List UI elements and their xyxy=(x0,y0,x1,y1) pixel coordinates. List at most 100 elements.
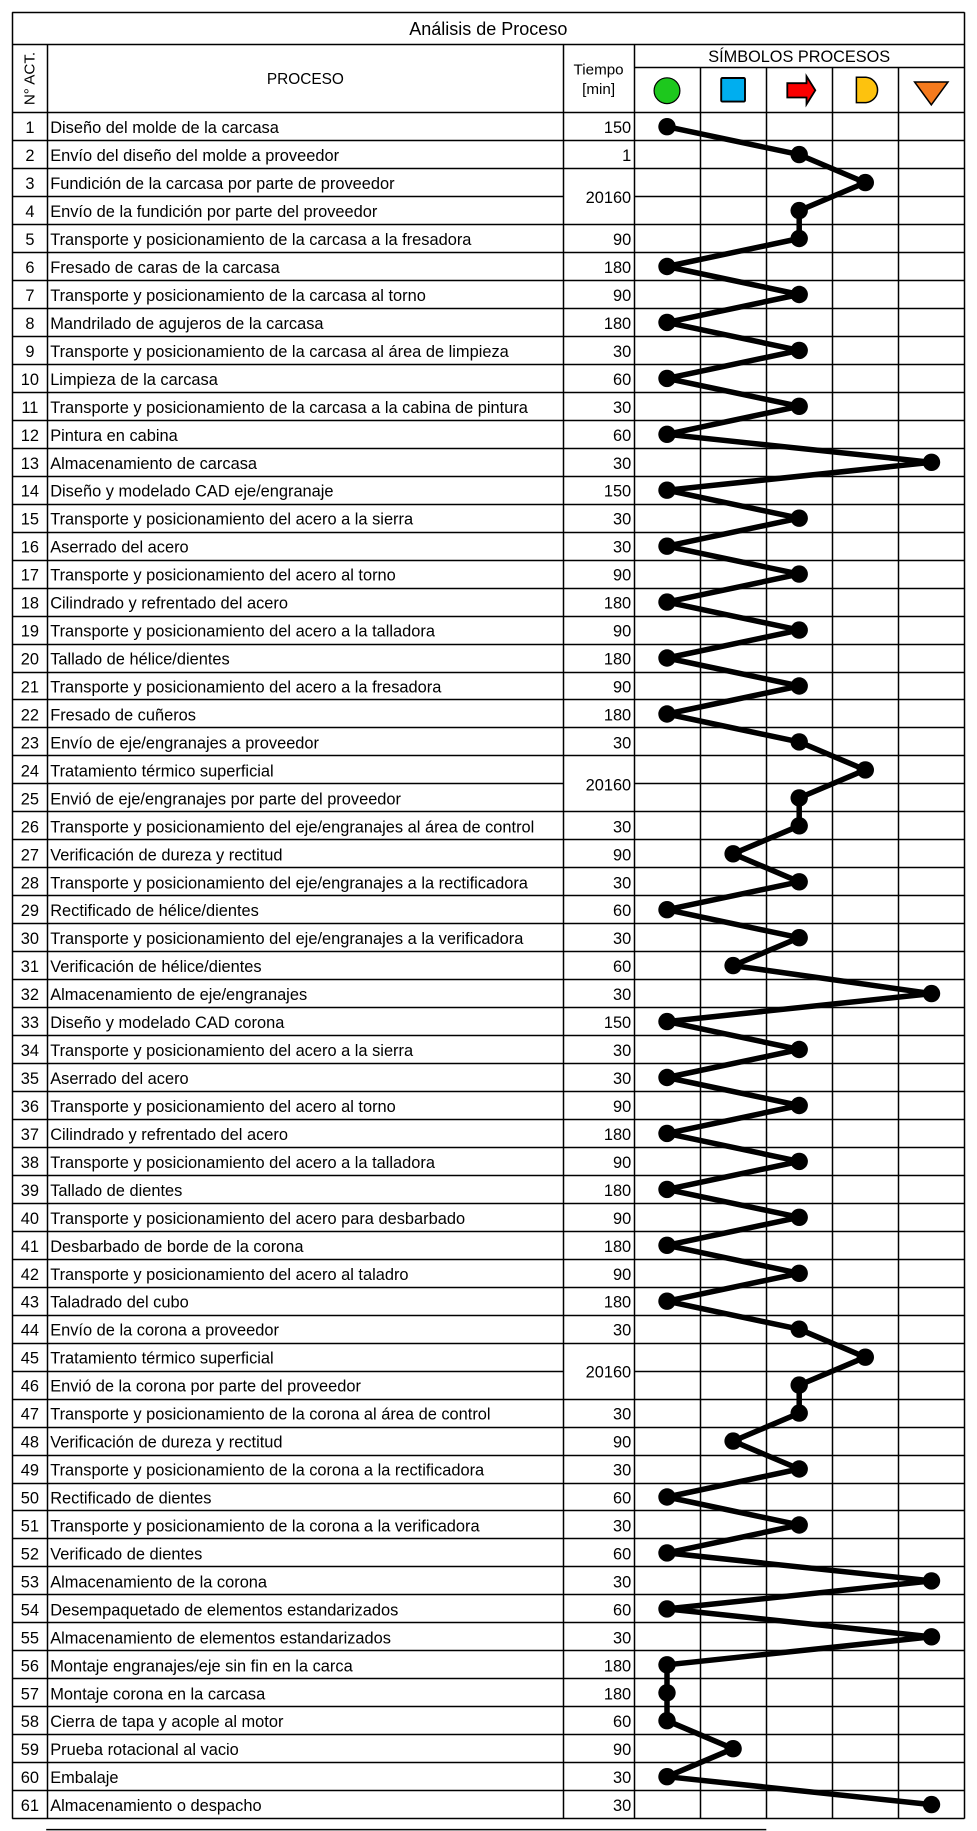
svg-text:Diseño y modelado CAD corona: Diseño y modelado CAD corona xyxy=(50,1014,285,1032)
svg-text:Análisis de Proceso: Análisis de Proceso xyxy=(409,19,567,39)
svg-text:Aserrado del acero: Aserrado del acero xyxy=(50,539,189,557)
svg-text:27: 27 xyxy=(21,846,39,864)
svg-text:12: 12 xyxy=(21,427,39,445)
svg-text:13: 13 xyxy=(21,455,39,473)
svg-text:10: 10 xyxy=(21,371,39,389)
svg-text:Tallado de dientes: Tallado de dientes xyxy=(50,1182,182,1200)
svg-text:Transporte y posicionamiento d: Transporte y posicionamiento del acero a… xyxy=(50,679,442,697)
svg-text:53: 53 xyxy=(21,1573,39,1591)
svg-text:Envío de eje/engranajes a prov: Envío de eje/engranajes a proveedor xyxy=(50,734,319,752)
svg-text:Transporte y posicionamiento d: Transporte y posicionamiento de la coron… xyxy=(50,1406,490,1424)
svg-text:37: 37 xyxy=(21,1126,39,1144)
svg-text:90: 90 xyxy=(613,1434,631,1452)
svg-text:58: 58 xyxy=(21,1713,39,1731)
svg-text:Verificación de dureza y recti: Verificación de dureza y rectitud xyxy=(50,846,282,864)
svg-text:23: 23 xyxy=(21,734,39,752)
svg-text:Cilindrado y refrentado del ac: Cilindrado y refrentado del acero xyxy=(50,1126,288,1144)
svg-text:Transporte y posicionamiento d: Transporte y posicionamiento de la coron… xyxy=(50,1518,480,1536)
svg-text:32: 32 xyxy=(21,986,39,1004)
svg-text:22: 22 xyxy=(21,707,39,725)
svg-text:15: 15 xyxy=(21,511,39,529)
svg-text:Transporte y posicionamiento d: Transporte y posicionamiento del acero a… xyxy=(50,511,414,529)
svg-text:30: 30 xyxy=(613,930,631,948)
svg-text:60: 60 xyxy=(613,902,631,920)
svg-text:Cierra de tapa y acople al mot: Cierra de tapa y acople al motor xyxy=(50,1713,284,1731)
svg-text:Transporte y posicionamiento d: Transporte y posicionamiento del acero a… xyxy=(50,1098,396,1116)
svg-text:SÍMBOLOS PROCESOS: SÍMBOLOS PROCESOS xyxy=(708,47,890,66)
svg-text:54: 54 xyxy=(21,1601,39,1619)
svg-text:Transporte y posicionamiento d: Transporte y posicionamiento del acero a… xyxy=(50,1154,436,1172)
svg-text:30: 30 xyxy=(613,1629,631,1647)
svg-text:30: 30 xyxy=(613,986,631,1004)
svg-text:Almacenamiento de elementos es: Almacenamiento de elementos estandarizad… xyxy=(50,1629,391,1647)
svg-text:Transporte y posicionamiento d: Transporte y posicionamiento del acero a… xyxy=(50,567,396,585)
svg-text:7: 7 xyxy=(25,287,34,305)
svg-text:3: 3 xyxy=(25,175,34,193)
svg-text:PROCESO: PROCESO xyxy=(267,71,344,88)
svg-text:Tiempo: Tiempo xyxy=(574,62,624,79)
svg-text:Fundición de la carcasa por pa: Fundición de la carcasa por parte de pro… xyxy=(50,175,395,193)
svg-text:60: 60 xyxy=(613,1545,631,1563)
svg-text:Transporte y posicionamiento d: Transporte y posicionamiento del eje/eng… xyxy=(50,874,529,892)
svg-text:33: 33 xyxy=(21,1014,39,1032)
svg-text:180: 180 xyxy=(604,315,631,333)
svg-text:Tratamiento térmico superficia: Tratamiento térmico superficial xyxy=(50,762,273,780)
svg-text:30: 30 xyxy=(21,930,39,948)
svg-text:30: 30 xyxy=(613,1406,631,1424)
svg-text:Transporte y posicionamiento d: Transporte y posicionamiento del acero a… xyxy=(50,1042,414,1060)
svg-text:Transporte y posicionamiento d: Transporte y posicionamiento del acero a… xyxy=(50,623,436,641)
svg-text:24: 24 xyxy=(21,762,39,780)
svg-text:35: 35 xyxy=(21,1070,39,1088)
svg-text:Envío del diseño del molde a p: Envío del diseño del molde a proveedor xyxy=(50,147,339,165)
svg-text:[min]: [min] xyxy=(582,81,615,98)
svg-text:Taladrado del cubo: Taladrado del cubo xyxy=(50,1294,189,1312)
svg-text:Pintura en cabina: Pintura en cabina xyxy=(50,427,178,445)
svg-text:30: 30 xyxy=(613,1042,631,1060)
svg-text:44: 44 xyxy=(21,1322,39,1340)
svg-text:90: 90 xyxy=(613,567,631,585)
svg-text:Almacenamiento de la corona: Almacenamiento de la corona xyxy=(50,1573,268,1591)
svg-text:1: 1 xyxy=(25,119,34,137)
svg-text:90: 90 xyxy=(613,1154,631,1172)
svg-text:90: 90 xyxy=(613,1098,631,1116)
svg-text:180: 180 xyxy=(604,595,631,613)
svg-text:Verificado de dientes: Verificado de dientes xyxy=(50,1545,202,1563)
svg-text:1: 1 xyxy=(622,147,631,165)
svg-text:Desempaquetado de elementos es: Desempaquetado de elementos estandarizad… xyxy=(50,1601,398,1619)
svg-text:29: 29 xyxy=(21,902,39,920)
svg-text:17: 17 xyxy=(21,567,39,585)
svg-text:90: 90 xyxy=(613,679,631,697)
svg-text:90: 90 xyxy=(613,1210,631,1228)
svg-text:11: 11 xyxy=(21,399,38,417)
svg-text:49: 49 xyxy=(21,1462,39,1480)
svg-text:55: 55 xyxy=(21,1629,39,1647)
svg-text:180: 180 xyxy=(604,259,631,277)
svg-text:Fresado de caras de la carcasa: Fresado de caras de la carcasa xyxy=(50,259,280,277)
svg-text:Transporte y posicionamiento d: Transporte y posicionamiento del acero p… xyxy=(50,1210,465,1228)
svg-text:9: 9 xyxy=(25,343,34,361)
svg-text:Limpieza de la carcasa: Limpieza de la carcasa xyxy=(50,371,219,389)
svg-text:60: 60 xyxy=(613,371,631,389)
svg-text:8: 8 xyxy=(25,315,34,333)
svg-text:Prueba rotacional al vacio: Prueba rotacional al vacio xyxy=(50,1741,239,1759)
svg-text:30: 30 xyxy=(613,734,631,752)
svg-text:Rectificado de dientes: Rectificado de dientes xyxy=(50,1490,211,1508)
svg-text:47: 47 xyxy=(21,1406,39,1424)
svg-text:60: 60 xyxy=(21,1769,39,1787)
svg-text:59: 59 xyxy=(21,1741,39,1759)
svg-text:30: 30 xyxy=(613,1573,631,1591)
svg-text:30: 30 xyxy=(613,455,631,473)
svg-text:39: 39 xyxy=(21,1182,39,1200)
svg-text:43: 43 xyxy=(21,1294,39,1312)
svg-text:36: 36 xyxy=(21,1098,39,1116)
svg-text:52: 52 xyxy=(21,1545,39,1563)
svg-text:56: 56 xyxy=(21,1657,39,1675)
svg-text:61: 61 xyxy=(21,1797,39,1815)
svg-text:150: 150 xyxy=(604,119,631,137)
svg-text:180: 180 xyxy=(604,1238,631,1256)
svg-text:Envío de la fundición por part: Envío de la fundición por parte del prov… xyxy=(50,203,378,221)
svg-text:Envió de eje/engranajes por pa: Envió de eje/engranajes por parte del pr… xyxy=(50,790,401,808)
svg-text:4: 4 xyxy=(25,203,34,221)
svg-text:180: 180 xyxy=(604,1126,631,1144)
svg-text:60: 60 xyxy=(613,1713,631,1731)
